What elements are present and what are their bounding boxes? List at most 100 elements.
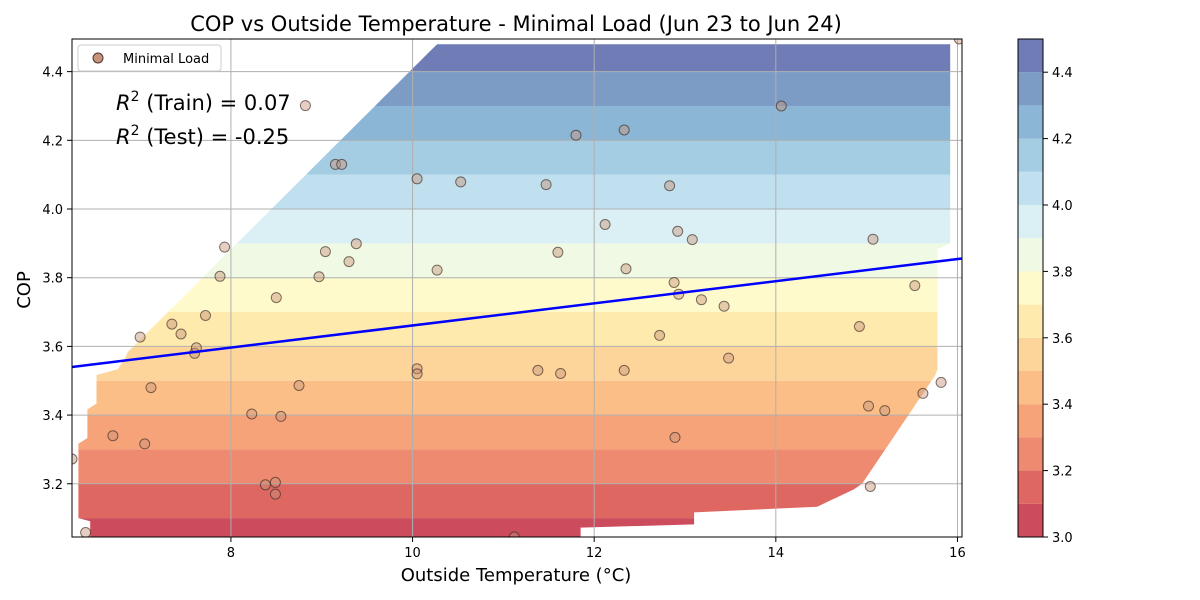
y-tick-label-4: 4.0 xyxy=(42,203,63,218)
x-axis-label: Outside Temperature (°C) xyxy=(401,565,632,586)
data-point-56 xyxy=(867,233,879,245)
contour-band-11 xyxy=(305,140,951,175)
contour-band-4 xyxy=(87,380,932,416)
colorbar-tick-label-6: 4.2 xyxy=(1052,133,1073,148)
data-point-13 xyxy=(246,408,258,420)
contour-band-3 xyxy=(78,415,909,450)
colorbar: 3.0 3.2 3.4 3.6 3.8 4.0 4.2 4.4 xyxy=(1017,38,1073,546)
colorbar-band-4 xyxy=(1018,371,1043,405)
colorbar-band-6 xyxy=(1018,304,1043,338)
y-tick-label-6: 4.4 xyxy=(42,66,63,81)
y-tick-label-0: 3.2 xyxy=(42,478,63,493)
r2-train-symbol: R xyxy=(116,91,131,115)
data-point-18 xyxy=(275,410,287,422)
r2-train-annotation: R2 (Train) = 0.07 xyxy=(116,89,291,115)
data-point-33 xyxy=(532,364,544,376)
colorbar-band-8 xyxy=(1018,238,1043,272)
points-layer xyxy=(72,39,962,537)
data-point-7 xyxy=(175,328,187,340)
colorbar-tick-label-1: 3.2 xyxy=(1052,465,1073,480)
r2-annotations: R2 (Train) = 0.07 R2 (Test) = -0.25 xyxy=(116,89,291,149)
data-point-41 xyxy=(620,263,632,275)
contour-layer xyxy=(78,44,951,537)
y-tick-label-2: 3.6 xyxy=(42,340,63,355)
colorbar-band-3 xyxy=(1018,404,1043,438)
r2-test-symbol: R xyxy=(116,125,131,149)
data-point-29 xyxy=(411,368,423,380)
y-tick-label-5: 4.2 xyxy=(42,134,63,149)
colorbar-band-10 xyxy=(1018,171,1043,205)
x-tick-label-2: 12 xyxy=(586,546,603,561)
data-point-54 xyxy=(863,400,874,412)
data-point-26 xyxy=(350,238,362,250)
y-axis: 3.2 3.4 3.6 3.8 4.0 4.2 4.4 xyxy=(42,66,72,493)
colorbar-band-14 xyxy=(1018,39,1043,73)
colorbar-band-13 xyxy=(1018,72,1043,106)
data-point-57 xyxy=(879,405,891,417)
data-point-55 xyxy=(864,481,876,492)
data-point-10 xyxy=(200,310,211,321)
data-point-49 xyxy=(695,294,707,306)
data-point-5 xyxy=(145,382,157,394)
legend-label: Minimal Load xyxy=(123,52,209,67)
contour-band-14 xyxy=(409,44,951,72)
data-point-35 xyxy=(552,246,564,258)
x-tick-label-1: 10 xyxy=(404,546,421,561)
data-point-12 xyxy=(219,241,231,253)
legend-box xyxy=(77,44,222,72)
data-point-0 xyxy=(72,453,78,465)
contour-band-7 xyxy=(167,277,938,312)
contour-band-13 xyxy=(375,71,951,106)
data-point-40 xyxy=(618,364,630,376)
x-axis: 8 10 12 14 16 xyxy=(227,537,966,561)
colorbar-tick-label-7: 4.4 xyxy=(1052,66,1073,81)
legend-marker xyxy=(92,52,104,64)
r2-test-sup: 2 xyxy=(131,123,140,139)
x-tick-label-0: 8 xyxy=(227,546,235,561)
data-point-48 xyxy=(686,234,698,246)
data-point-27 xyxy=(411,173,423,185)
r2-test-annotation: R2 (Test) = -0.25 xyxy=(116,123,289,149)
grid-layer xyxy=(72,39,962,537)
y-tick-label-3: 3.8 xyxy=(42,272,63,287)
data-point-53 xyxy=(853,321,865,332)
plot-area xyxy=(71,38,963,538)
data-point-4 xyxy=(139,438,151,450)
contour-band-10 xyxy=(271,174,951,209)
plot-frame xyxy=(71,38,963,538)
legend: Minimal Load xyxy=(77,44,222,72)
contour-band-9 xyxy=(236,209,951,244)
contour-band-8 xyxy=(202,243,951,278)
data-point-19 xyxy=(293,380,305,391)
data-point-43 xyxy=(664,180,676,192)
data-point-44 xyxy=(668,277,680,288)
data-point-60 xyxy=(935,376,947,388)
fit-layer xyxy=(71,257,963,369)
colorbar-band-5 xyxy=(1018,337,1043,371)
x-tick-label-4: 16 xyxy=(949,546,966,561)
data-point-20 xyxy=(299,100,311,112)
colorbar-band-7 xyxy=(1018,271,1043,305)
data-point-24 xyxy=(336,158,348,170)
colorbar-band-2 xyxy=(1018,437,1043,471)
r2-test-value: (Test) = -0.25 xyxy=(140,125,290,149)
chart-title: COP vs Outside Temperature - Minimal Loa… xyxy=(190,12,842,36)
contour-band-12 xyxy=(340,106,951,141)
data-point-30 xyxy=(431,264,443,276)
data-point-25 xyxy=(343,256,355,268)
contour-band-1 xyxy=(78,483,863,519)
data-point-42 xyxy=(654,329,666,341)
colorbar-tick-label-4: 3.8 xyxy=(1052,265,1073,280)
contour-band-6 xyxy=(133,312,938,347)
data-point-37 xyxy=(570,129,582,141)
data-point-32 xyxy=(508,531,520,537)
r2-train-sup: 2 xyxy=(131,89,140,105)
colorbar-tick-label-5: 4.0 xyxy=(1052,199,1073,214)
data-point-38 xyxy=(599,219,611,230)
data-point-1 xyxy=(80,527,92,537)
data-point-6 xyxy=(166,318,178,330)
colorbar-band-9 xyxy=(1018,205,1043,239)
data-point-61 xyxy=(953,39,962,45)
y-axis-label: COP xyxy=(14,271,35,309)
x-tick-label-3: 14 xyxy=(768,546,785,561)
